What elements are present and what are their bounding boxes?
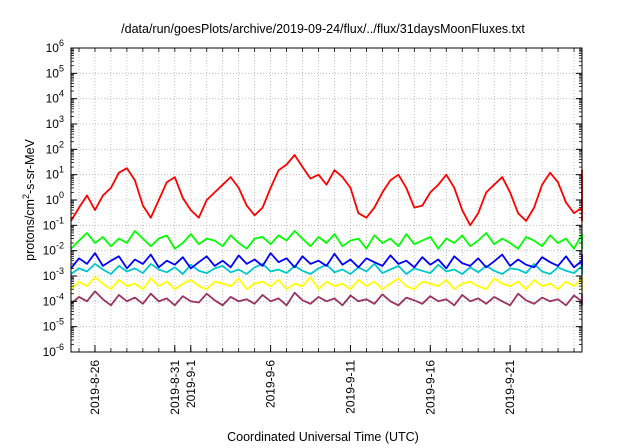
series-line-1 [70, 154, 583, 227]
y-tick-label: 100 [46, 190, 64, 207]
x-tick-label: 2019-9-16 [423, 360, 437, 415]
x-tick-label: 2019-9-1 [184, 360, 198, 408]
y-tick-label: 10-4 [43, 291, 64, 308]
x-tick-label: 2019-9-11 [343, 360, 357, 414]
y-tick-label: 10-5 [43, 317, 64, 334]
y-axis-ticks: 106 105 104 103 102 101 100 10-1 10-2 10-3 10-4 10-… [43, 38, 582, 359]
y-tick-label: 102 [46, 139, 64, 156]
chart-title: /data/run/goesPlots/archive/2019-09-24/f… [121, 22, 525, 36]
series-line-6 [70, 290, 583, 307]
x-axis-label: Coordinated Universal Time (UTC) [227, 430, 419, 444]
y-tick-label: 106 [46, 38, 64, 55]
x-tick-label: 2019-8-26 [88, 360, 102, 415]
series-line-5 [70, 276, 583, 291]
y-axis-label: protons/cm2-s-sr-MeV [21, 138, 37, 260]
y-tick-label: 103 [46, 114, 64, 131]
x-axis-ticks: 2019-8-26 2019-8-31 2019-9-1 2019-9-6 2019-9… [78, 48, 575, 415]
x-tick-label: 2019-9-21 [503, 360, 517, 415]
y-tick-label: 10-3 [43, 266, 64, 283]
y-tick-label: 10-1 [43, 215, 64, 232]
series-group [70, 154, 583, 307]
series-line-4 [70, 252, 583, 270]
y-tick-label: 10-6 [43, 342, 64, 359]
series-line-2 [70, 230, 583, 250]
y-tick-label: 10-2 [43, 241, 64, 258]
y-tick-label: 105 [46, 63, 64, 80]
grid [71, 48, 582, 352]
y-tick-label: 101 [46, 165, 64, 182]
x-tick-label: 2019-8-31 [168, 360, 182, 415]
x-tick-label: 2019-9-6 [264, 360, 278, 408]
y-tick-label: 104 [46, 89, 64, 106]
